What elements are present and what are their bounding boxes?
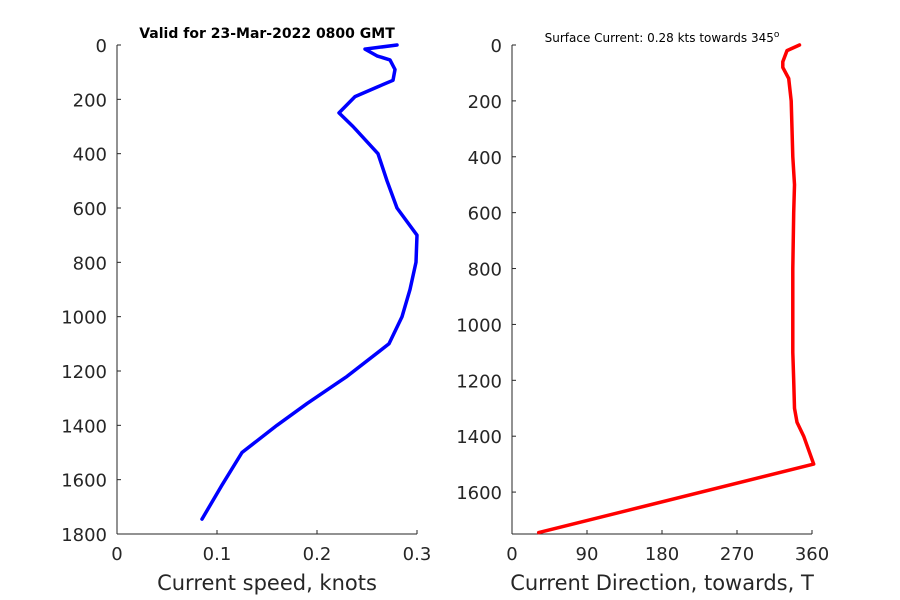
- direction-x-axis-label: Current Direction, towards, T: [510, 571, 814, 595]
- direction-y-tick-label: 800: [468, 260, 502, 281]
- direction-panel: Surface Current: 0.28 kts towards 345o C…: [456, 30, 829, 595]
- direction-y-tick-label: 1200: [456, 371, 502, 392]
- direction-y-tick-label: 600: [468, 204, 502, 225]
- speed-plot-area: [200, 43, 419, 521]
- direction-y-tick-label: 1000: [456, 315, 502, 336]
- speed-y-tick-label: 1800: [61, 525, 107, 546]
- speed-y-tick-label: 1400: [61, 416, 107, 437]
- direction-y-tick-label: 400: [468, 148, 502, 169]
- speed-x-axis-label: Current speed, knots: [157, 571, 377, 595]
- speed-chart-title: Valid for 23-Mar-2022 0800 GMT: [139, 26, 395, 42]
- direction-x-tick-label: 270: [720, 544, 754, 565]
- direction-axes: 0 90 180 270 360 0 200 400 600 800 1000 1200 1400 160…: [456, 36, 829, 565]
- direction-y-tick-label: 1400: [456, 427, 502, 448]
- speed-y-tick-label: 600: [73, 199, 107, 220]
- speed-x-tick-label: 0.2: [303, 544, 332, 565]
- speed-series-line: [200, 43, 419, 521]
- direction-x-tick-label: 90: [576, 544, 599, 565]
- speed-y-tick-label: 800: [73, 253, 107, 274]
- direction-y-tick-label: 200: [468, 92, 502, 113]
- speed-x-tick-label: 0.3: [403, 544, 432, 565]
- speed-x-tick-label: 0: [111, 544, 122, 565]
- speed-y-tick-label: 1600: [61, 471, 107, 492]
- direction-chart-title: Surface Current: 0.28 kts towards 345o: [545, 30, 780, 45]
- direction-title-text: Surface Current: 0.28 kts towards 345: [545, 31, 774, 45]
- direction-plot-area: [536, 43, 816, 535]
- direction-x-tick-label: 360: [795, 544, 829, 565]
- speed-y-tick-label: 1000: [61, 308, 107, 329]
- speed-y-tick-label: 200: [73, 90, 107, 111]
- direction-x-tick-label: 180: [645, 544, 679, 565]
- direction-series-line: [536, 43, 816, 535]
- speed-panel: Valid for 23-Mar-2022 0800 GMT Current s…: [61, 26, 431, 595]
- direction-title-superscript: o: [774, 30, 780, 40]
- speed-y-tick-label: 400: [73, 145, 107, 166]
- speed-axes: 0 0.1 0.2 0.3 0 200 400 600 800 1000 1200 1400 1600 1…: [61, 36, 431, 565]
- speed-x-tick-label: 0.1: [203, 544, 232, 565]
- speed-y-tick-label: 1200: [61, 362, 107, 383]
- speed-y-tick-label: 0: [96, 36, 107, 57]
- direction-x-tick-label: 0: [506, 544, 517, 565]
- direction-y-tick-label: 1600: [456, 483, 502, 504]
- direction-y-tick-label: 0: [491, 36, 502, 57]
